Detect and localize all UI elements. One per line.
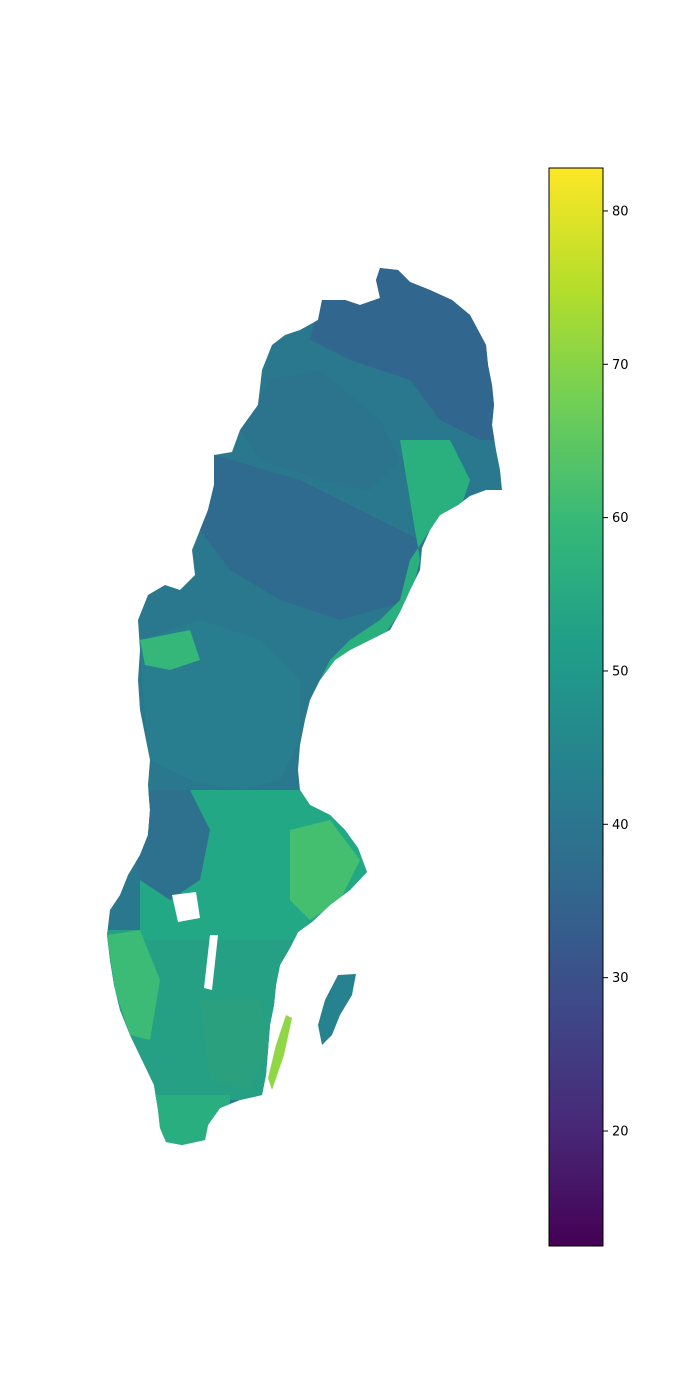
region-west-coast xyxy=(107,930,160,1040)
sweden-map xyxy=(107,268,502,1145)
colorbar-tick-label: 40 xyxy=(612,818,629,833)
colorbar-tick-label: 70 xyxy=(612,358,629,373)
colorbar-tick-label: 20 xyxy=(612,1124,629,1139)
colorbar-gradient xyxy=(548,167,604,1247)
region-central-west xyxy=(130,790,210,900)
colorbar-ticks: 20 30 40 50 60 70 80 xyxy=(603,204,629,1139)
region-jamtland xyxy=(140,630,200,670)
lake-vattern xyxy=(204,935,218,990)
colorbar-tick-label: 30 xyxy=(612,971,629,986)
region-stockholm-area xyxy=(290,820,360,920)
colorbar-tick-label: 60 xyxy=(612,511,629,526)
island-gotland xyxy=(318,974,356,1045)
island-oland xyxy=(268,1015,292,1090)
region-lapland-central xyxy=(200,455,420,620)
colorbar-tick-label: 50 xyxy=(612,664,629,679)
region-skane xyxy=(140,1095,230,1145)
region-mountain-west xyxy=(240,370,400,490)
region-smaland-east xyxy=(200,1000,270,1090)
lake-vanern xyxy=(172,892,200,922)
colorbar-tick-label: 80 xyxy=(612,204,629,219)
colorbar: 20 30 40 50 60 70 80 xyxy=(548,167,629,1247)
